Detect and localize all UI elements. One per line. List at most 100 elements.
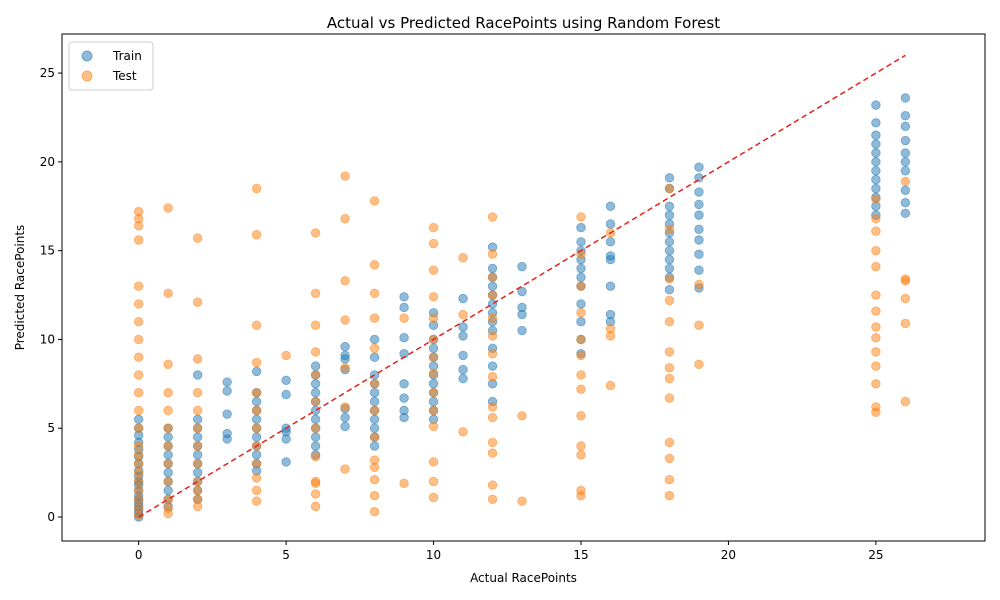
test-point	[133, 206, 144, 217]
test-point	[310, 489, 321, 499]
test-point	[133, 316, 144, 327]
test-point	[664, 316, 675, 327]
train-point	[605, 309, 616, 320]
test-point	[251, 496, 262, 506]
test-point	[664, 347, 675, 357]
test-point	[310, 370, 321, 380]
train-point	[694, 210, 704, 220]
x-tick-label: 15	[573, 548, 588, 562]
train-point	[487, 361, 498, 371]
train-point	[340, 412, 350, 423]
train-point	[222, 428, 232, 439]
train-point	[399, 292, 409, 302]
test-point	[487, 290, 498, 300]
test-point	[664, 491, 675, 501]
test-point	[163, 441, 173, 451]
test-point	[487, 331, 498, 341]
test-point	[576, 450, 586, 460]
test-point	[664, 363, 675, 373]
train-point	[281, 389, 291, 400]
train-point	[871, 118, 881, 128]
legend-test-label: Test	[112, 69, 137, 83]
test-point	[133, 352, 144, 362]
train-point	[576, 222, 586, 233]
test-point	[192, 459, 203, 469]
train-point	[251, 396, 262, 407]
train-point	[310, 361, 321, 371]
train-point	[428, 379, 439, 389]
test-point	[340, 213, 350, 224]
train-point	[576, 316, 586, 327]
test-point	[664, 224, 675, 235]
test-point	[192, 388, 203, 398]
test-point	[487, 402, 498, 412]
test-point	[694, 279, 704, 290]
train-point	[281, 375, 291, 385]
train-point	[694, 265, 704, 275]
test-point	[133, 388, 144, 398]
legend: Train Test	[68, 41, 154, 91]
test-point	[251, 183, 262, 194]
train-point	[369, 396, 380, 407]
reference-line	[138, 54, 906, 518]
x-axis-ticks: 0 5 10 15 20 25	[135, 541, 884, 562]
test-point	[900, 274, 911, 284]
test-point	[369, 455, 380, 465]
test-point	[458, 253, 468, 263]
train-point	[664, 285, 675, 295]
test-point	[428, 388, 439, 398]
test-point	[340, 363, 350, 373]
train-point	[694, 249, 704, 259]
train-point	[694, 187, 704, 197]
test-point	[369, 260, 380, 270]
test-point	[163, 459, 173, 469]
y-axis-ticks: 0 5 10 15 20 25	[40, 66, 62, 524]
test-point	[428, 476, 439, 487]
test-point	[369, 432, 380, 442]
test-point	[871, 226, 881, 236]
test-point	[251, 405, 262, 416]
train-point	[900, 121, 911, 132]
train-point	[605, 219, 616, 229]
y-tick-label: 15	[40, 244, 55, 258]
train-point	[871, 130, 881, 140]
test-point	[871, 402, 881, 412]
test-point	[871, 194, 881, 204]
test-point	[399, 313, 409, 323]
test-point	[133, 405, 144, 416]
test-point	[163, 405, 173, 416]
test-point	[871, 245, 881, 256]
test-point	[310, 451, 321, 462]
test-point	[871, 290, 881, 300]
train-point	[310, 388, 321, 398]
train-point	[163, 450, 173, 460]
test-point	[192, 423, 203, 433]
test-point	[133, 450, 144, 460]
train-point	[664, 201, 675, 211]
train-point	[340, 421, 350, 432]
train-point	[871, 148, 881, 158]
train-point	[605, 281, 616, 291]
test-point	[900, 318, 911, 329]
test-point	[369, 491, 380, 501]
test-point	[369, 196, 380, 206]
train-point	[694, 224, 704, 235]
test-point	[133, 485, 144, 496]
train-point	[251, 432, 262, 442]
test-point	[369, 507, 380, 517]
test-point	[192, 297, 203, 307]
test-point	[133, 476, 144, 487]
train-point	[900, 166, 911, 176]
test-point	[428, 457, 439, 467]
test-point	[163, 288, 173, 298]
test-point	[458, 309, 468, 320]
test-point	[428, 222, 439, 233]
train-point	[163, 467, 173, 478]
train-point	[251, 414, 262, 425]
legend-train-marker	[81, 50, 93, 62]
train-point	[487, 299, 498, 309]
test-point	[251, 459, 262, 469]
test-point	[192, 405, 203, 416]
test-point	[487, 480, 498, 490]
